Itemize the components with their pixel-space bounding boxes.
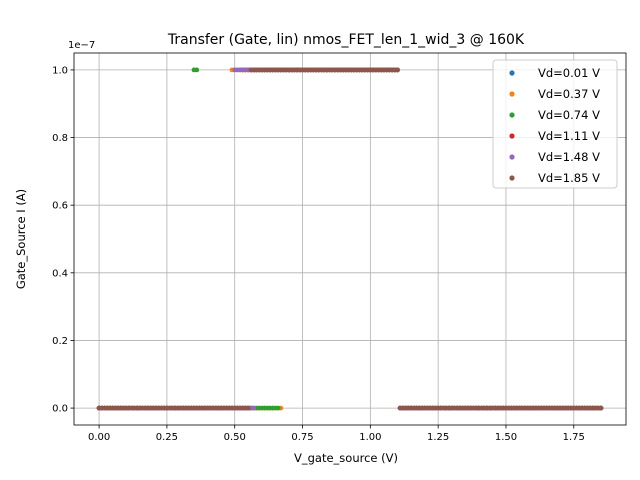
legend-label: Vd=1.48 V	[538, 150, 600, 164]
y-tick-label: 0.0	[52, 404, 68, 415]
data-point	[194, 67, 200, 73]
y-axis-title: Gate_Source I (A)	[14, 189, 28, 289]
x-axis-title: V_gate_source (V)	[294, 451, 398, 465]
x-tick-label: 0.25	[156, 432, 178, 443]
legend-marker	[509, 133, 515, 139]
data-point	[245, 405, 251, 411]
y-tick-label: 0.8	[52, 133, 68, 144]
y-tick-label: 0.2	[52, 336, 68, 347]
legend-box	[492, 59, 618, 189]
legend-label: Vd=0.37 V	[538, 87, 600, 101]
legend-marker	[509, 154, 515, 160]
y-tick-label: 0.4	[52, 268, 68, 279]
legend-label: Vd=1.11 V	[538, 129, 600, 143]
x-tick-label: 0.00	[88, 432, 110, 443]
x-tick-label: 1.00	[359, 432, 381, 443]
x-tick-label: 1.25	[427, 432, 449, 443]
data-point	[275, 405, 281, 411]
chart-title: Transfer (Gate, lin) nmos_FET_len_1_wid_…	[167, 32, 525, 48]
axes-frame	[73, 52, 627, 426]
y-axis-scale-label: 1e−7	[68, 40, 95, 51]
y-tick-label: 0.6	[52, 201, 68, 212]
y-axis: 0.0 0.2 0.4 0.6 0.8 1.0	[52, 65, 74, 415]
legend: Vd=0.01 V Vd=0.37 V Vd=0.74 V Vd=1.11 V Vd=1…	[492, 59, 618, 189]
plot-area	[96, 67, 604, 411]
data-point	[251, 405, 257, 411]
y-tick-label: 1.0	[52, 65, 68, 76]
legend-label: Vd=1.85 V	[538, 171, 600, 185]
data-point	[598, 405, 604, 411]
x-tick-label: 1.75	[563, 432, 585, 443]
data-point	[395, 67, 400, 73]
legend-label: Vd=0.74 V	[538, 108, 600, 122]
legend-marker	[509, 91, 515, 97]
legend-marker	[509, 175, 515, 181]
x-tick-label: 0.75	[291, 432, 313, 443]
x-axis: 0.00 0.25 0.50 0.75 1.00 1.25 1.50 1.75	[88, 425, 585, 443]
legend-marker	[509, 70, 515, 76]
x-tick-label: 0.50	[224, 432, 246, 443]
legend-label: Vd=0.01 V	[538, 66, 600, 80]
legend-marker	[509, 112, 515, 118]
x-tick-label: 1.50	[495, 432, 517, 443]
series-6	[96, 67, 604, 411]
